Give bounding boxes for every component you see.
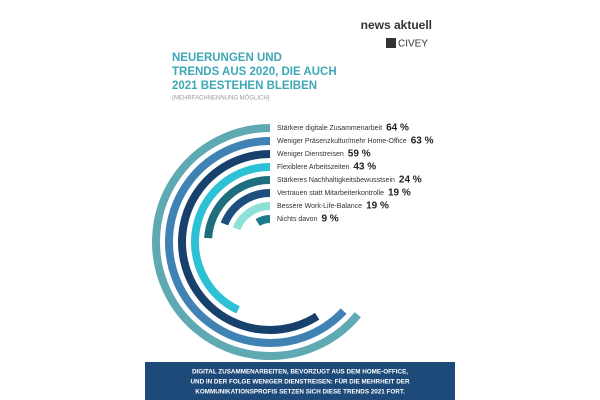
category-label: Stärkere digitale Zusammenarbeit <box>277 125 382 132</box>
arc-bar <box>165 137 347 347</box>
category-label: Vertrauen statt Mitarbeiterkontrolle <box>277 190 384 197</box>
footer-text: DIGITAL ZUSAMMENARBEITEN, BEVORZUGT AUS … <box>192 369 408 376</box>
arc-bar <box>191 163 271 314</box>
value-label: 59 % <box>348 149 371 160</box>
arc-bar <box>178 150 320 334</box>
value-label: 64 % <box>386 123 409 134</box>
category-label: Stärkeres Nachhaltigkeitsbewusstsein <box>277 177 395 184</box>
category-label: Weniger Dienstreisen <box>277 151 344 158</box>
chart-title: 2021 BESTEHEN BLEIBEN <box>172 80 317 92</box>
value-label: 24 % <box>399 175 422 186</box>
arc-bar <box>204 176 271 239</box>
footer-text: UND IN DER FOLGE WENIGER DIENSTREISEN: F… <box>190 377 409 386</box>
arc-bar <box>232 202 271 231</box>
value-label: 9 % <box>321 214 338 225</box>
footer-box <box>145 362 455 400</box>
category-label: Nichts davon <box>277 216 318 223</box>
chart-title: NEUERUNGEN UND <box>172 52 282 64</box>
value-label: 63 % <box>411 136 434 147</box>
arc-bar <box>255 215 271 227</box>
brand: news aktuell <box>361 18 432 32</box>
partner-logo <box>386 38 396 48</box>
partner: CIVEY <box>398 39 428 50</box>
value-label: 19 % <box>366 201 389 212</box>
value-label: 19 % <box>388 188 411 199</box>
chart-subtitle: (MEHRFACHNENNUNG MÖGLICH) <box>172 95 270 102</box>
category-label: Bessere Work-Life-Balance <box>277 203 362 210</box>
category-label: Weniger Präsenzkultur/mehr Home-Office <box>277 138 407 145</box>
category-label: Flexiblere Arbeitszeiten <box>277 164 349 171</box>
value-label: 43 % <box>353 162 376 173</box>
arc-bar <box>152 124 361 360</box>
footer-text: KOMMUNIKATIONSPROFIS SETZEN SICH DIESE T… <box>195 389 405 396</box>
chart-title: TRENDS AUS 2020, DIE AUCH <box>172 66 337 78</box>
arc-bar <box>220 189 271 226</box>
